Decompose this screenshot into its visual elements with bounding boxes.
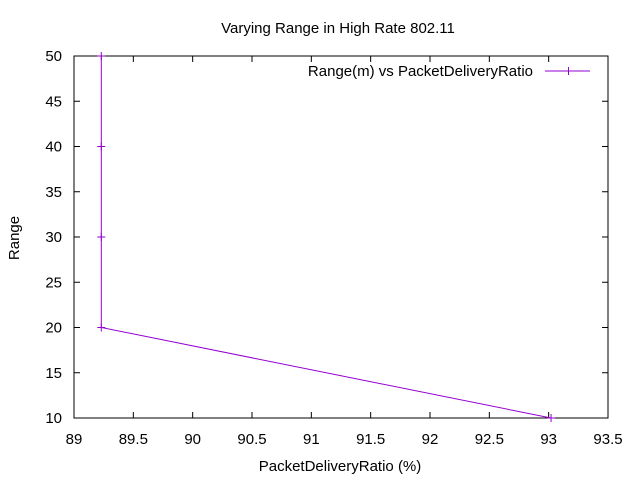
- legend-marker: [564, 67, 573, 75]
- y-tick-label: 40: [45, 139, 62, 156]
- data-point: [547, 414, 556, 422]
- data-point: [97, 142, 106, 151]
- chart-title: Varying Range in High Rate 802.11: [221, 20, 455, 37]
- data-point: [97, 233, 106, 241]
- y-tick-label: 15: [45, 365, 62, 382]
- data-point: [97, 52, 106, 60]
- y-tick-label: 50: [45, 48, 62, 65]
- y-tick-label: 35: [45, 184, 62, 201]
- x-axis-label: PacketDeliveryRatio (%): [259, 458, 422, 475]
- x-tick-label: 93: [540, 431, 557, 448]
- x-tick-label: 91: [303, 431, 320, 448]
- y-tick-label: 10: [45, 410, 62, 427]
- x-tick-label: 92: [422, 431, 439, 448]
- x-tick-label: 93.5: [593, 431, 622, 448]
- y-tick-label: 45: [45, 93, 62, 110]
- y-tick-label: 30: [45, 229, 62, 246]
- y-axis-label: Range: [6, 216, 23, 260]
- x-tick-label: 91.5: [356, 431, 385, 448]
- y-tick-label: 20: [45, 320, 62, 337]
- x-tick-label: 89.5: [119, 431, 148, 448]
- x-tick-label: 90: [184, 431, 201, 448]
- data-point: [97, 323, 106, 332]
- x-tick-label: 90.5: [237, 431, 266, 448]
- y-tick-label: 25: [45, 274, 62, 291]
- x-tick-label: 89: [66, 431, 83, 448]
- x-tick-label: 92.5: [475, 431, 504, 448]
- legend-label: Range(m) vs PacketDeliveryRatio: [308, 63, 533, 80]
